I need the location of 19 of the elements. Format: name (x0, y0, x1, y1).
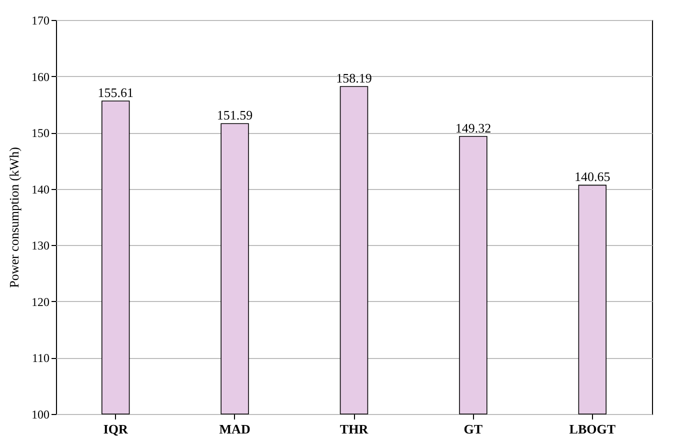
y-tick-label: 160 (32, 70, 50, 84)
y-tick-label: 140 (32, 182, 50, 196)
y-tick-label: 120 (32, 294, 50, 309)
x-tick-label: MAD (219, 422, 250, 436)
data-label: 151.59 (216, 108, 253, 123)
y-tick-label: 150 (32, 126, 50, 140)
x-tick-label: LBOGT (569, 422, 616, 436)
data-label: 155.61 (98, 84, 134, 100)
y-tick-label: 110 (32, 351, 50, 366)
data-label: 158.19 (336, 70, 372, 86)
y-tick-label: 170 (32, 14, 50, 28)
x-tick-label: GT (464, 422, 483, 436)
x-tick-label: THR (340, 422, 369, 436)
y-tick-label: 130 (32, 238, 50, 253)
y-axis-title: Power consumption (kWh) (6, 147, 22, 288)
data-label: 140.65 (574, 169, 610, 184)
data-label: 149.32 (455, 120, 492, 136)
x-tick-label: IQR (103, 422, 128, 436)
y-tick-label: 100 (32, 408, 50, 422)
